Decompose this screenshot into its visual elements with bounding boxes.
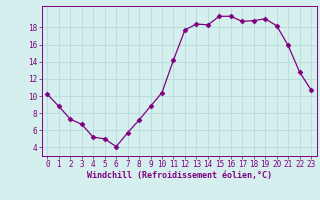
X-axis label: Windchill (Refroidissement éolien,°C): Windchill (Refroidissement éolien,°C) xyxy=(87,171,272,180)
